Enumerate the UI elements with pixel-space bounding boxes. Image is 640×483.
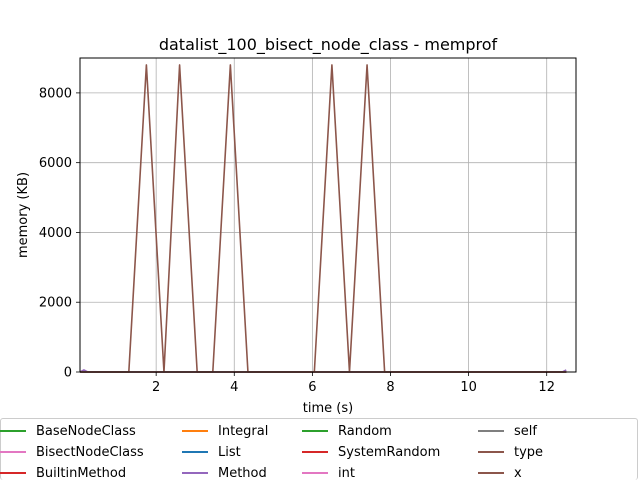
legend-label: BisectNodeClass	[36, 444, 144, 460]
y-axis-label: memory (KB)	[16, 172, 31, 258]
legend-swatch	[478, 451, 504, 453]
legend-swatch	[0, 472, 26, 474]
legend-swatch	[0, 430, 26, 432]
legend-label: int	[338, 465, 355, 481]
legend-swatch	[182, 472, 208, 474]
legend-swatch	[182, 430, 208, 432]
y-tick-label: 4000	[39, 226, 72, 241]
legend-entry: type	[478, 442, 543, 462]
legend-swatch	[0, 451, 26, 453]
y-tick-label: 2000	[39, 296, 72, 311]
legend-entry: SystemRandom	[302, 442, 440, 462]
legend-swatch	[302, 430, 328, 432]
legend-label: Integral	[218, 423, 269, 439]
x-axis-ticks: 2 4 6 8 10 12	[152, 372, 555, 395]
legend-entry: self	[478, 421, 537, 441]
x-tick-label: 8	[386, 380, 394, 395]
legend-label: self	[514, 423, 537, 439]
legend-swatch	[302, 472, 328, 474]
series-line-x	[80, 64, 567, 373]
legend-label: type	[514, 444, 544, 460]
legend-swatch	[182, 451, 208, 453]
legend-label: Random	[338, 423, 392, 439]
y-tick-label: 8000	[39, 86, 72, 101]
legend-entry: Random	[302, 421, 392, 441]
legend-label: Method	[218, 465, 267, 481]
y-tick-label: 6000	[39, 156, 72, 171]
legend-entry: BaseNodeClass	[0, 421, 136, 441]
legend-label: BuiltinMethod	[36, 465, 127, 481]
x-tick-label: 12	[538, 380, 555, 395]
x-axis-label: time (s)	[303, 401, 353, 416]
legend-entry: x	[478, 463, 522, 483]
legend-label: List	[218, 444, 241, 460]
legend-label: x	[514, 465, 522, 481]
y-axis-ticks: 0 2000 4000 6000 8000	[39, 86, 80, 381]
y-tick-label: 0	[64, 366, 72, 381]
legend-frame	[0, 418, 638, 480]
plot-area-frame	[79, 57, 577, 373]
legend-entry: int	[302, 463, 355, 483]
legend-label: BaseNodeClass	[36, 423, 136, 439]
legend-swatch	[478, 472, 504, 474]
x-tick-label: 10	[460, 380, 477, 395]
x-tick-label: 4	[230, 380, 238, 395]
legend-entry: Method	[182, 463, 267, 483]
legend-label: SystemRandom	[338, 444, 441, 460]
memprof-chart: datalist_100_bisect_node_class - memprof…	[16, 35, 577, 416]
legend-entry: BuiltinMethod	[0, 463, 126, 483]
legend-entry: Integral	[182, 421, 268, 441]
legend-entry: BisectNodeClass	[0, 442, 144, 462]
legend: BaseNodeClass BisectNodeClass BuiltinMetho…	[0, 418, 640, 483]
series-layer	[79, 64, 567, 373]
legend-swatch	[302, 451, 328, 453]
chart-title: datalist_100_bisect_node_class - memprof	[159, 35, 498, 55]
x-tick-label: 6	[308, 380, 316, 395]
x-tick-label: 2	[152, 380, 160, 395]
legend-swatch	[478, 430, 504, 432]
legend-entry: List	[182, 442, 241, 462]
